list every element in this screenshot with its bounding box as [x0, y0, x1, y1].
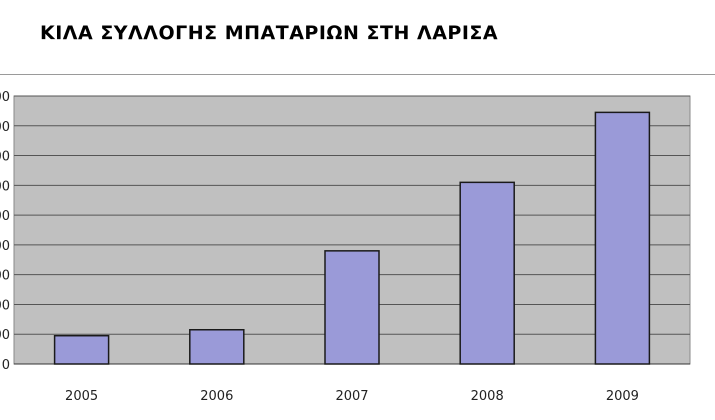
y-tick-label-100: 100	[0, 328, 10, 343]
x-tick-label-2006: 2006	[200, 389, 233, 404]
bar-2009	[594, 111, 651, 365]
y-tick-label-500: 500	[0, 209, 10, 224]
x-tick-label-2005: 2005	[65, 389, 98, 404]
x-tick-label-2007: 2007	[335, 389, 368, 404]
y-tick-label-600: 600	[0, 179, 10, 194]
x-tick-label-2008: 2008	[471, 389, 504, 404]
chart-title: ΚΙΛΑ ΣΥΛΛΟΓΗΣ ΜΠΑΤΑΡΙΩΝ ΣΤΗ ΛΑΡΙΣΑ	[40, 22, 499, 44]
bar-2006	[189, 329, 245, 365]
x-tick-label-2009: 2009	[606, 389, 639, 404]
bar-2008	[459, 181, 515, 365]
y-tick-label-400: 400	[0, 239, 10, 254]
bar-2005	[53, 334, 110, 365]
y-tick-label-900: 900	[0, 90, 10, 105]
title-divider	[0, 74, 715, 75]
y-tick-label-200: 200	[0, 298, 10, 313]
y-tick-label-300: 300	[0, 269, 10, 284]
y-tick-label-0: 0	[2, 358, 10, 373]
y-tick-label-700: 700	[0, 150, 10, 165]
bar-2007	[324, 250, 380, 365]
y-tick-label-800: 800	[0, 120, 10, 135]
